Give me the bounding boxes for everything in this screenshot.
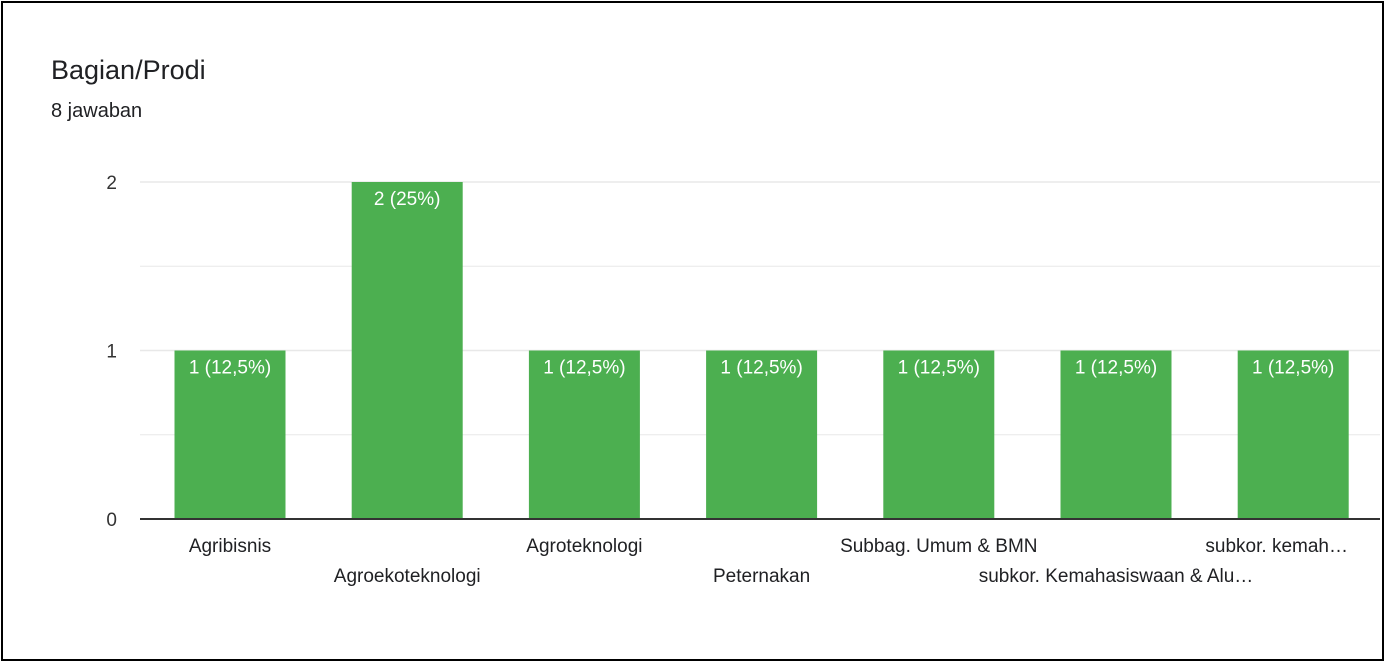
bar-value-label: 1 (12,5%) [1252,358,1334,379]
bar-value-label: 1 (12,5%) [1075,358,1157,379]
bar[interactable] [706,350,818,520]
x-tick-label: subkor. kemah… [1205,536,1348,557]
bar-value-label: 1 (12,5%) [898,358,980,379]
y-tick-labels: 0 1 2 [106,173,117,531]
x-tick-label: Agroteknologi [526,536,642,557]
grid-lines [140,181,1380,436]
response-count: 8 jawaban [51,100,143,122]
bar-value-label: 1 (12,5%) [189,358,271,379]
x-tick-label: Agroekoteknologi [334,566,481,587]
bars: 1 (12,5%) 2 (25%) 1 (12,5%) 1 (12,5%) 1 (12,… [174,182,1349,520]
x-tick-label: Agribisnis [189,536,271,557]
bar-value-label: 1 (12,5%) [543,358,625,379]
bar-value-label: 1 (12,5%) [720,358,802,379]
bar[interactable] [351,182,463,519]
bar[interactable] [1237,350,1349,520]
bar-value-label: 2 (25%) [374,189,441,210]
bar[interactable] [1060,350,1172,520]
y-tick-label: 2 [106,173,117,194]
y-tick-label: 1 [106,342,117,363]
y-tick-label: 0 [106,510,117,531]
x-tick-label: Peternakan [713,566,810,587]
x-tick-label: subkor. Kemahasiswaan & Alu… [979,566,1254,587]
chart-title: Bagian/Prodi [51,55,206,85]
bar[interactable] [528,350,640,520]
bar[interactable] [174,350,286,520]
x-tick-label: Subbag. Umum & BMN [840,536,1037,557]
bar[interactable] [883,350,995,520]
x-tick-labels: Agribisnis Agroekoteknologi Agroteknologi P… [189,536,1348,587]
